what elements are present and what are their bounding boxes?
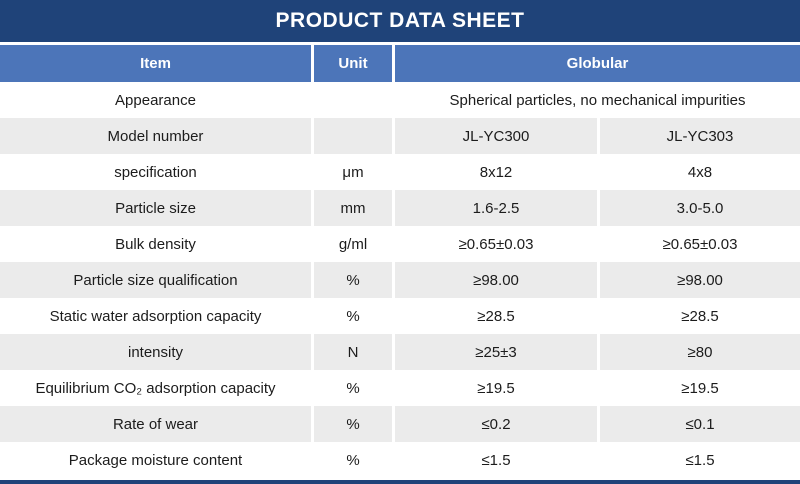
cell-value-2: ≥80 xyxy=(600,334,800,370)
table-row: Model number JL-YC300 JL-YC303 xyxy=(0,118,800,154)
cell-value-1: ≤1.5 xyxy=(395,442,600,478)
title-divider xyxy=(0,42,800,45)
cell-unit: μm xyxy=(314,154,395,190)
cell-unit: % xyxy=(314,442,395,478)
cell-value-2: 4x8 xyxy=(600,154,800,190)
cell-unit: % xyxy=(314,370,395,406)
cell-merged-value: Spherical particles, no mechanical impur… xyxy=(395,82,800,118)
cell-value-1: ≥19.5 xyxy=(395,370,600,406)
cell-item: Particle size xyxy=(0,190,314,226)
cell-value-2: JL-YC303 xyxy=(600,118,800,154)
cell-unit: % xyxy=(314,406,395,442)
cell-value-1: ≥25±3 xyxy=(395,334,600,370)
table-row: Appearance Spherical particles, no mecha… xyxy=(0,82,800,118)
table-row: Particle size qualification % ≥98.00 ≥98… xyxy=(0,262,800,298)
cell-item: Particle size qualification xyxy=(0,262,314,298)
cell-value-2: 3.0-5.0 xyxy=(600,190,800,226)
cell-unit: N xyxy=(314,334,395,370)
cell-item: Static water adsorption capacity xyxy=(0,298,314,334)
table-row: Particle size mm 1.6-2.5 3.0-5.0 xyxy=(0,190,800,226)
cell-item: Model number xyxy=(0,118,314,154)
cell-item: Equilibrium CO₂ adsorption capacity xyxy=(0,370,314,406)
table-row: Package moisture content % ≤1.5 ≤1.5 xyxy=(0,442,800,478)
column-header-item: Item xyxy=(0,45,314,82)
cell-value-2: ≥19.5 xyxy=(600,370,800,406)
table-header-row: Item Unit Globular xyxy=(0,45,800,82)
cell-value-1: 1.6-2.5 xyxy=(395,190,600,226)
cell-value-1: JL-YC300 xyxy=(395,118,600,154)
cell-item: Rate of wear xyxy=(0,406,314,442)
cell-unit: mm xyxy=(314,190,395,226)
cell-item: specification xyxy=(0,154,314,190)
column-header-globular: Globular xyxy=(395,45,800,82)
cell-unit: % xyxy=(314,262,395,298)
cell-value-2: ≥98.00 xyxy=(600,262,800,298)
cell-value-1: ≥98.00 xyxy=(395,262,600,298)
cell-value-2: ≤0.1 xyxy=(600,406,800,442)
table-row: specification μm 8x12 4x8 xyxy=(0,154,800,190)
cell-value-1: 8x12 xyxy=(395,154,600,190)
cell-value-1: ≥28.5 xyxy=(395,298,600,334)
cell-value-2: ≤1.5 xyxy=(600,442,800,478)
table-row: Equilibrium CO₂ adsorption capacity % ≥1… xyxy=(0,370,800,406)
table-row: Rate of wear % ≤0.2 ≤0.1 xyxy=(0,406,800,442)
cell-item: Bulk density xyxy=(0,226,314,262)
cell-value-1: ≥0.65±0.03 xyxy=(395,226,600,262)
column-header-unit: Unit xyxy=(314,45,395,82)
cell-item: intensity xyxy=(0,334,314,370)
cell-value-2: ≥0.65±0.03 xyxy=(600,226,800,262)
cell-unit: g/ml xyxy=(314,226,395,262)
cell-unit: % xyxy=(314,298,395,334)
table-row: intensity N ≥25±3 ≥80 xyxy=(0,334,800,370)
bottom-border-rule xyxy=(0,480,800,484)
cell-value-1: ≤0.2 xyxy=(395,406,600,442)
cell-item: Appearance xyxy=(0,82,314,118)
cell-unit xyxy=(314,82,395,118)
table-row: Static water adsorption capacity % ≥28.5… xyxy=(0,298,800,334)
product-data-table: Item Unit Globular Appearance Spherical … xyxy=(0,45,800,478)
page-title: PRODUCT DATA SHEET xyxy=(275,9,525,32)
cell-item: Package moisture content xyxy=(0,442,314,478)
table-row: Bulk density g/ml ≥0.65±0.03 ≥0.65±0.03 xyxy=(0,226,800,262)
cell-value-2: ≥28.5 xyxy=(600,298,800,334)
title-bar: PRODUCT DATA SHEET xyxy=(0,0,800,42)
cell-unit xyxy=(314,118,395,154)
